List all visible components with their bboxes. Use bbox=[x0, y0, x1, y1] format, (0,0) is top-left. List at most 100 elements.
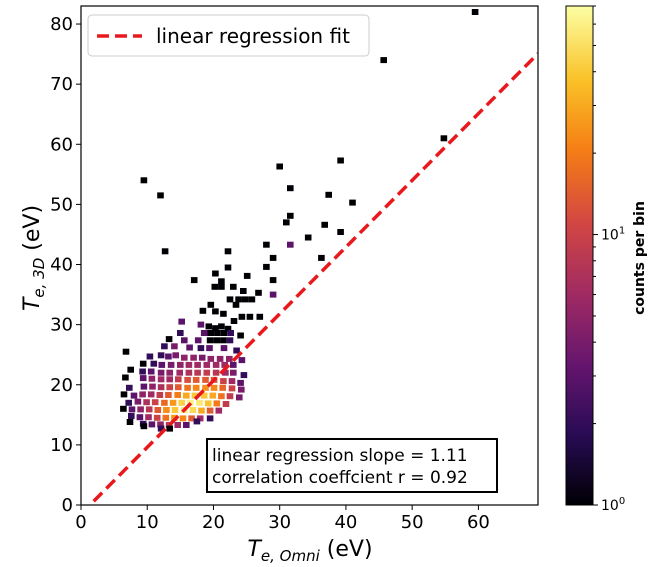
histogram-bin bbox=[163, 407, 170, 413]
x-tick-label: 60 bbox=[467, 512, 490, 533]
histogram-bin bbox=[200, 330, 208, 336]
histogram-bin bbox=[206, 415, 214, 422]
histogram-bin bbox=[127, 366, 134, 373]
histogram-bin bbox=[165, 392, 172, 398]
histogram-bin bbox=[224, 325, 232, 332]
histogram-bin bbox=[216, 355, 224, 362]
histogram-bin bbox=[207, 301, 215, 308]
histogram-bin bbox=[186, 344, 193, 351]
x-tick-label: 10 bbox=[136, 512, 159, 533]
histogram-bin bbox=[218, 278, 225, 285]
x-tick-label: 0 bbox=[75, 512, 86, 533]
histogram-bin bbox=[287, 185, 294, 192]
colorbar-tick-label: 100 bbox=[601, 496, 625, 514]
histogram-bin bbox=[184, 384, 191, 391]
histogram-bin bbox=[194, 361, 201, 368]
histogram-bin bbox=[287, 212, 294, 219]
histogram-bin bbox=[380, 57, 387, 64]
histogram-bin bbox=[172, 352, 179, 359]
histogram-bin bbox=[139, 375, 147, 382]
histogram-bin bbox=[197, 321, 205, 328]
histogram-bin bbox=[321, 221, 328, 228]
legend: linear regression fit bbox=[87, 14, 370, 57]
histogram-bin bbox=[263, 263, 270, 270]
histogram-bin bbox=[147, 391, 155, 398]
histogram-bin bbox=[269, 254, 277, 261]
histogram-bin bbox=[221, 361, 228, 368]
colorbar-tick-label: 101 bbox=[601, 226, 625, 244]
histogram-bin bbox=[157, 384, 165, 391]
histogram-bin bbox=[212, 369, 220, 376]
histogram-bin bbox=[325, 191, 332, 198]
histogram-bin bbox=[256, 313, 264, 320]
histogram-bin bbox=[191, 392, 199, 399]
histogram-bin bbox=[237, 379, 244, 386]
histogram-bin bbox=[202, 376, 209, 383]
histogram-bin bbox=[204, 400, 212, 407]
histogram-bin bbox=[230, 283, 237, 290]
histogram-bin bbox=[128, 406, 136, 413]
histogram-bin bbox=[220, 378, 227, 385]
histogram-bin bbox=[139, 368, 146, 375]
annotation-line-1: linear regression slope = 1.11 bbox=[212, 446, 468, 466]
histogram-bin bbox=[165, 353, 172, 360]
histogram-bin bbox=[157, 421, 164, 428]
histogram-bin bbox=[181, 354, 188, 361]
histogram-bin bbox=[237, 332, 244, 339]
histogram-bin bbox=[236, 394, 243, 401]
histogram-bin bbox=[157, 376, 165, 383]
histogram-bin bbox=[178, 399, 185, 406]
histogram-bin bbox=[212, 361, 220, 368]
histogram-bin bbox=[175, 376, 182, 383]
histogram-bin bbox=[226, 337, 234, 344]
histogram-bin bbox=[120, 391, 128, 398]
histogram-bin bbox=[156, 392, 164, 398]
histogram-bin bbox=[207, 330, 215, 336]
histogram-bin bbox=[158, 361, 166, 368]
x-axis-ticks: 0 10 20 30 40 50 60 bbox=[75, 505, 490, 533]
histogram-bin bbox=[192, 376, 200, 383]
histogram-bin bbox=[183, 392, 190, 399]
histogram-bin bbox=[206, 407, 214, 414]
histogram-bin bbox=[209, 392, 217, 399]
histogram-bin bbox=[161, 399, 168, 406]
histogram-bin bbox=[241, 296, 249, 303]
histogram-bin bbox=[226, 393, 234, 400]
histogram-bin bbox=[226, 355, 233, 362]
histogram-bin bbox=[218, 283, 225, 290]
y-axis-title: Te, 3D (eV) bbox=[20, 205, 48, 311]
histogram-bin bbox=[153, 414, 161, 421]
histogram-bin bbox=[194, 369, 201, 376]
histogram-bin bbox=[269, 291, 277, 298]
histogram-bin bbox=[120, 405, 127, 412]
histogram-bin bbox=[243, 272, 251, 279]
histogram-bin bbox=[130, 392, 138, 399]
histogram-bin bbox=[212, 325, 219, 332]
colorbar-ticks: 100 101 bbox=[593, 5, 625, 514]
histogram-bin bbox=[203, 369, 211, 376]
histogram-bin bbox=[184, 376, 191, 383]
histogram-bin bbox=[240, 288, 247, 294]
x-tick-label: 30 bbox=[268, 512, 291, 533]
histogram-bin bbox=[224, 264, 232, 271]
annotation-box: linear regression slope = 1.11 correlati… bbox=[206, 438, 498, 493]
regression-fit-line bbox=[87, 52, 538, 505]
y-tick-label: 70 bbox=[50, 74, 73, 95]
histogram-bin bbox=[149, 383, 156, 390]
histogram-bin bbox=[161, 343, 168, 350]
histogram-bin bbox=[157, 425, 165, 432]
histogram-bin bbox=[230, 361, 237, 368]
histogram-bin bbox=[193, 418, 201, 425]
y-tick-label: 20 bbox=[50, 375, 73, 396]
histogram-bin bbox=[166, 376, 173, 383]
histogram-bin bbox=[263, 241, 270, 248]
histogram-bin bbox=[211, 283, 219, 290]
histogram-bin bbox=[197, 345, 205, 352]
y-axis-ticks: 0 10 20 30 40 50 60 70 80 bbox=[50, 14, 81, 516]
histogram-bin bbox=[206, 337, 214, 344]
histogram-bin bbox=[226, 296, 234, 303]
histogram-bin bbox=[174, 392, 181, 398]
histogram-bin bbox=[157, 369, 165, 376]
histogram-bin bbox=[230, 318, 238, 324]
